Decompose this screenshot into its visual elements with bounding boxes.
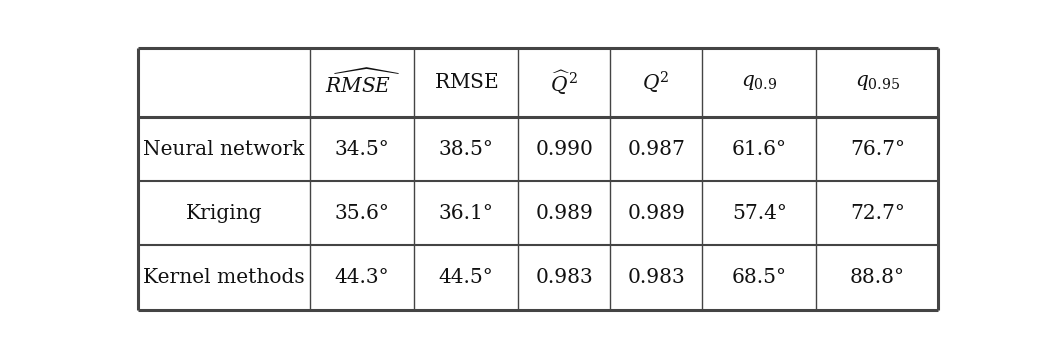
Text: $\widehat{Q}^{\,2}$: $\widehat{Q}^{\,2}$ xyxy=(550,69,579,97)
Text: $\mathrm{RMSE}$: $\mathrm{RMSE}$ xyxy=(434,73,499,92)
Text: 0.983: 0.983 xyxy=(536,268,593,287)
Text: $Q^2$: $Q^2$ xyxy=(643,69,670,96)
Text: $q_{0.95}$: $q_{0.95}$ xyxy=(855,73,900,92)
Text: 0.989: 0.989 xyxy=(627,204,686,223)
Text: 44.5°: 44.5° xyxy=(439,268,493,287)
Text: 0.983: 0.983 xyxy=(627,268,685,287)
Text: Neural network: Neural network xyxy=(143,140,304,159)
Text: 76.7°: 76.7° xyxy=(849,140,905,159)
Text: $\widehat{RMSE}$: $\widehat{RMSE}$ xyxy=(324,68,399,97)
Text: $q_{0.9}$: $q_{0.9}$ xyxy=(741,73,777,92)
Text: 36.1°: 36.1° xyxy=(439,204,493,223)
Text: 88.8°: 88.8° xyxy=(849,268,905,287)
Text: 61.6°: 61.6° xyxy=(732,140,786,159)
Text: 34.5°: 34.5° xyxy=(335,140,390,159)
Text: 35.6°: 35.6° xyxy=(335,204,390,223)
Text: 44.3°: 44.3° xyxy=(335,268,390,287)
Text: 0.989: 0.989 xyxy=(536,204,593,223)
Text: 0.987: 0.987 xyxy=(627,140,686,159)
Text: 72.7°: 72.7° xyxy=(850,204,905,223)
Text: Kriging: Kriging xyxy=(186,204,262,223)
Text: 0.990: 0.990 xyxy=(536,140,593,159)
Text: 38.5°: 38.5° xyxy=(439,140,493,159)
Text: Kernel methods: Kernel methods xyxy=(143,268,304,287)
Text: 57.4°: 57.4° xyxy=(732,204,786,223)
Text: 68.5°: 68.5° xyxy=(732,268,786,287)
